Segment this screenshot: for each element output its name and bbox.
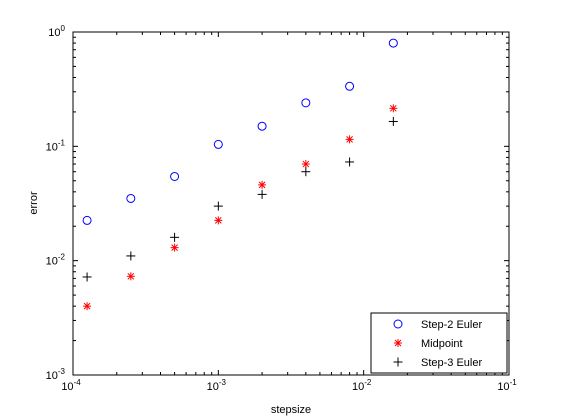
data-point [345, 81, 355, 91]
data-point [126, 251, 136, 261]
legend-label: Step-2 Euler [421, 319, 482, 331]
data-point [257, 121, 267, 131]
x-tick-label: 10-3 [207, 378, 227, 393]
data-point [388, 38, 398, 48]
data-point [170, 243, 179, 252]
data-point [301, 167, 311, 177]
legend-marker [393, 319, 403, 329]
data-point [345, 157, 355, 167]
legend-marker [394, 339, 402, 347]
data-point [389, 104, 398, 113]
legend-marker [393, 357, 403, 367]
legend: Step-2 Euler Midpoint Step-3 Euler [370, 312, 508, 374]
data-point [388, 116, 398, 126]
series-asterisk [83, 104, 398, 311]
data-point [82, 215, 92, 225]
legend-label: Midpoint [421, 338, 463, 350]
x-tick-label: 10-1 [497, 378, 517, 393]
y-tick-label: 10-3 [46, 367, 66, 382]
data-point [301, 98, 311, 108]
data-point [170, 232, 180, 242]
data-point [126, 193, 136, 203]
y-axis-ticks: 10-3 10-2 10-1 100 [46, 24, 509, 382]
x-tick-label: 10-2 [352, 378, 372, 393]
x-tick-label: 10-4 [61, 378, 81, 393]
data-point [214, 216, 223, 225]
data-point [83, 302, 92, 311]
series-circle [82, 38, 398, 225]
y-tick-label: 10-1 [46, 138, 66, 153]
y-tick-label: 10-2 [46, 253, 66, 268]
data-point [213, 139, 223, 149]
data-point [258, 180, 267, 189]
data-point [257, 189, 267, 199]
legend-label: Step-3 Euler [421, 357, 482, 369]
y-axis-label: error [28, 191, 40, 215]
data-point [213, 201, 223, 211]
data-point [126, 272, 135, 281]
data-point [170, 171, 180, 181]
y-tick-label: 100 [48, 24, 65, 39]
x-axis-label: stepsize [271, 404, 311, 416]
data-point [301, 160, 310, 169]
data-series [82, 38, 398, 311]
data-point [345, 135, 354, 144]
series-plus [82, 116, 398, 282]
data-point [82, 272, 92, 282]
